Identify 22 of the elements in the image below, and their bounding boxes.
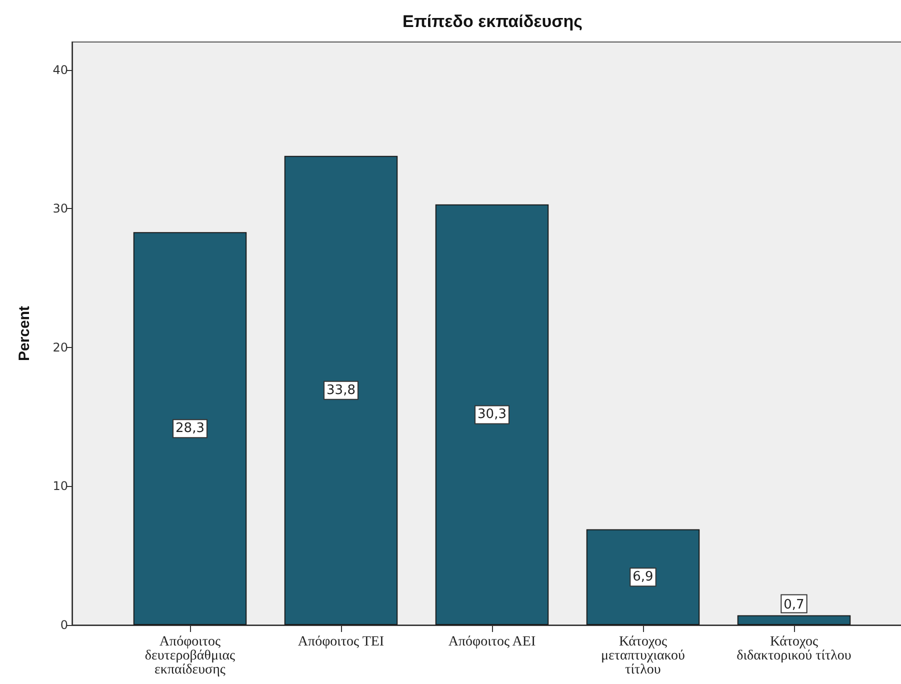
x-tick-label: Κάτοχος μεταπτυχιακού τίτλου bbox=[601, 634, 686, 678]
data-label: 0,7 bbox=[784, 597, 804, 612]
y-tick-label: 30 bbox=[52, 202, 68, 216]
y-tick-label: 10 bbox=[52, 479, 68, 494]
bar bbox=[435, 204, 549, 625]
chart-title: Επίπεδο εκπαίδευσης bbox=[402, 12, 583, 31]
x-tick-label: Απόφοιτος δευτεροβάθμιας εκπαίδευσης bbox=[144, 634, 236, 678]
y-axis-title: Percent bbox=[16, 306, 33, 362]
data-label: 6,9 bbox=[632, 570, 654, 585]
x-tick-label: Απόφοιτος ΑΕΙ bbox=[448, 634, 536, 650]
data-label: 28,3 bbox=[176, 421, 204, 436]
y-tick-label: 20 bbox=[52, 340, 68, 354]
data-label: 33,8 bbox=[326, 382, 356, 398]
bar bbox=[133, 232, 247, 625]
x-tick-label: Απόφοιτος ΤΕΙ bbox=[298, 634, 384, 650]
data-label: 30,3 bbox=[478, 407, 506, 422]
bar bbox=[737, 615, 851, 625]
y-tick-label: 40 bbox=[52, 62, 68, 77]
y-tick-label: 0 bbox=[60, 618, 68, 632]
bar bbox=[284, 156, 398, 625]
x-tick-label: Κάτοχος διδακτορικού τίτλου bbox=[736, 634, 852, 664]
bar bbox=[586, 529, 700, 625]
